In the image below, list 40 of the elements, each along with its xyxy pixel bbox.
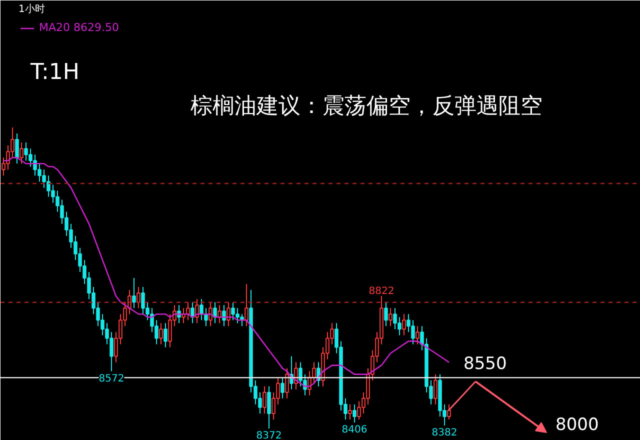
candlestick [190, 302, 194, 324]
legend-label: MA20 8629.50 [39, 21, 119, 34]
candlestick [348, 404, 352, 420]
candlestick [262, 386, 266, 414]
candlestick [164, 322, 168, 348]
chart-title: 棕榈油建议：震荡偏空，反弹遇阻空 [190, 94, 542, 119]
annotation: 8382 [432, 427, 458, 438]
candlestick [208, 302, 212, 327]
annotation: 8822 [368, 286, 394, 298]
candlestick [218, 304, 222, 324]
candlestick [388, 308, 392, 327]
candlestick [226, 302, 230, 327]
candlestick [222, 304, 226, 327]
candlestick [402, 314, 406, 336]
text: 8000 [556, 415, 599, 435]
candlestick [285, 368, 289, 399]
candlestick [267, 386, 271, 429]
candlestick [15, 133, 19, 164]
candlestick [136, 286, 140, 309]
candlestick [244, 284, 248, 327]
candlestick [20, 142, 24, 164]
annotation: 8406 [342, 424, 368, 436]
annotation: 8372 [256, 430, 282, 440]
text: 8550 [464, 354, 507, 374]
annotation: 8572 [98, 373, 124, 384]
candlestick [213, 302, 217, 324]
candlestick [434, 374, 438, 405]
candlestick [416, 326, 420, 345]
candlestick [384, 302, 388, 327]
text: T:1H [30, 60, 80, 85]
text: 1小时 [18, 3, 45, 15]
candlestick [280, 376, 284, 399]
candlestick [200, 298, 204, 321]
candlestick [195, 298, 199, 324]
candlestick [312, 362, 316, 384]
candlestick [132, 278, 136, 309]
candlestick [447, 404, 451, 420]
candlestick [159, 322, 163, 345]
candlestick [352, 404, 356, 423]
candlestick [186, 302, 190, 321]
